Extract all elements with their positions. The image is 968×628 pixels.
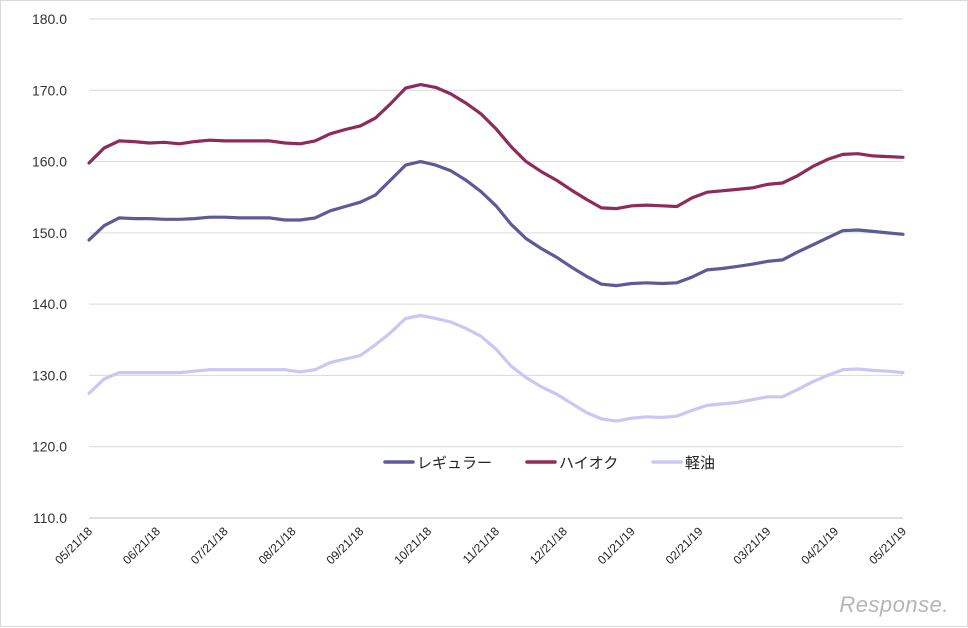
watermark-logo: Response. — [839, 592, 949, 617]
series-line-2 — [87, 313, 905, 423]
x-tick-label: 09/21/18 — [324, 524, 367, 567]
x-tick-label: 04/21/19 — [798, 524, 841, 567]
legend-label: ハイオク — [559, 455, 618, 472]
y-tick-label: 160.0 — [32, 154, 67, 170]
x-tick-label: 01/21/19 — [595, 524, 638, 567]
gridlines — [89, 18, 903, 519]
x-tick-label: 05/21/19 — [866, 524, 909, 567]
x-axis: 05/21/18 06/21/18 07/21/18 08/21/18 09/21/18… — [52, 524, 909, 567]
y-tick-label: 120.0 — [32, 439, 67, 455]
x-tick-label: 06/21/18 — [120, 524, 163, 567]
x-tick-label: 03/21/19 — [731, 524, 774, 567]
x-tick-label: 12/21/18 — [527, 524, 570, 567]
y-axis: 110.0 120.0 130.0 140.0 150.0 160.0 170.0 180.0 — [32, 11, 67, 526]
x-tick-label: 05/21/18 — [52, 524, 95, 567]
x-tick-label: 11/21/18 — [460, 524, 503, 567]
y-tick-label: 180.0 — [32, 11, 67, 27]
x-tick-label: 10/21/18 — [391, 524, 434, 567]
series-lines — [87, 82, 905, 423]
series-line-1 — [87, 82, 905, 211]
x-tick-label: 02/21/19 — [663, 524, 706, 567]
y-tick-label: 150.0 — [32, 225, 67, 241]
x-tick-label: 08/21/18 — [256, 524, 299, 567]
legend: レギュラー ハイオク 軽油 — [383, 455, 715, 472]
legend-label: 軽油 — [685, 455, 715, 472]
y-tick-label: 140.0 — [32, 296, 67, 312]
x-tick-label: 07/21/18 — [188, 524, 231, 567]
y-tick-label: 170.0 — [32, 82, 67, 98]
series-line-0 — [87, 160, 905, 288]
legend-label: レギュラー — [417, 455, 492, 472]
y-tick-label: 110.0 — [33, 510, 67, 526]
y-tick-label: 130.0 — [32, 367, 67, 383]
